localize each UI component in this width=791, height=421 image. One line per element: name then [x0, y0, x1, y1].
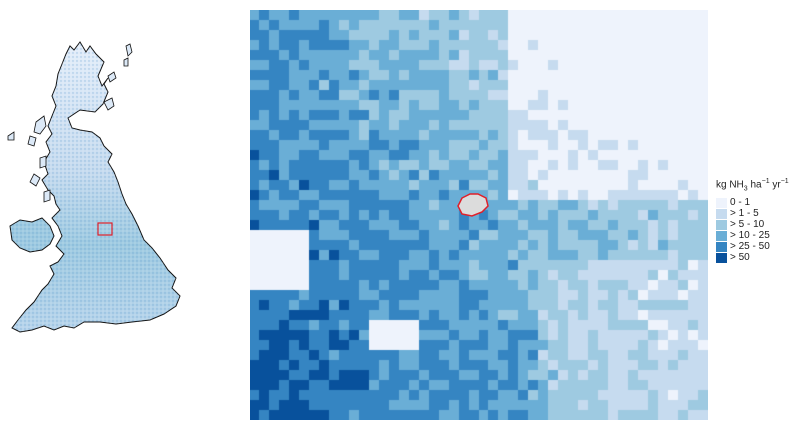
legend-swatch	[716, 208, 727, 219]
uk-overview-map	[7, 41, 181, 333]
legend-label: > 10 - 25	[730, 230, 770, 242]
legend-item: > 10 - 25	[716, 230, 791, 241]
legend-swatch	[716, 197, 727, 208]
legend: kg NH3 ha−1 yr−1 0 - 1 > 1 - 5 > 5 - 10 > 1…	[716, 178, 791, 263]
legend-swatch	[716, 252, 727, 263]
legend-label: > 25 - 50	[730, 241, 770, 253]
scottish-islands	[7, 43, 133, 203]
legend-label: > 50	[730, 252, 750, 264]
legend-label: > 5 - 10	[730, 219, 765, 231]
site-boundary	[457, 193, 489, 217]
site-overlay	[457, 193, 489, 217]
legend-title: kg NH3 ha−1 yr−1	[716, 178, 789, 193]
legend-label: 0 - 1	[730, 197, 751, 209]
legend-label: > 1 - 5	[730, 208, 759, 220]
legend-swatch	[716, 219, 727, 230]
legend-item: > 1 - 5	[716, 208, 791, 219]
legend-item: > 5 - 10	[716, 219, 791, 230]
study-area-box	[97, 222, 113, 236]
legend-swatch	[716, 241, 727, 252]
legend-swatch	[716, 230, 727, 241]
emission-grid-cells	[250, 10, 708, 420]
legend-item: > 50	[716, 252, 791, 263]
legend-item: 0 - 1	[716, 197, 791, 208]
legend-item: > 25 - 50	[716, 241, 791, 252]
nh3-emission-grid-map	[250, 10, 708, 420]
